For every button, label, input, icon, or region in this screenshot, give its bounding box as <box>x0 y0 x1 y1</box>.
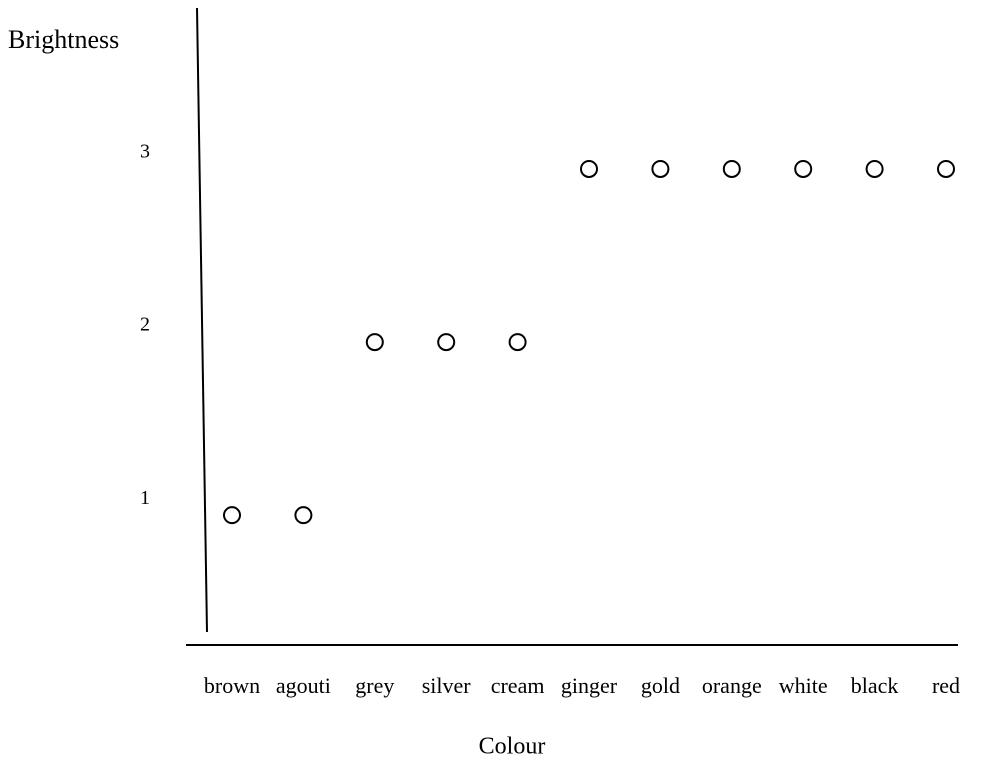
y-axis-label: Brightness <box>8 25 119 54</box>
point <box>937 159 955 178</box>
point <box>508 333 527 352</box>
y-tick-label: 1 <box>140 487 150 509</box>
point <box>365 333 384 352</box>
x-tick-label: grey <box>355 673 394 698</box>
point <box>722 159 741 178</box>
x-tick-label: orange <box>702 673 762 698</box>
point <box>294 506 313 525</box>
x-tick-label: red <box>932 673 960 698</box>
point <box>580 159 598 178</box>
y-tick-label: 2 <box>140 314 150 336</box>
point <box>437 333 456 352</box>
x-tick-label: black <box>851 673 899 698</box>
x-axis-label: Colour <box>479 734 546 760</box>
x-tick-label: white <box>779 673 828 698</box>
point <box>651 159 670 178</box>
x-tick-label: silver <box>422 673 472 698</box>
y-tick-label: 3 <box>140 141 150 163</box>
x-tick-label: brown <box>204 673 260 698</box>
x-tick-label: gold <box>641 673 680 698</box>
point <box>865 159 884 178</box>
x-tick-label: cream <box>491 673 545 698</box>
x-tick-label: ginger <box>561 673 618 698</box>
point <box>794 159 813 178</box>
x-tick-label: agouti <box>276 673 331 698</box>
point <box>223 506 241 525</box>
y-axis <box>196 7 208 633</box>
